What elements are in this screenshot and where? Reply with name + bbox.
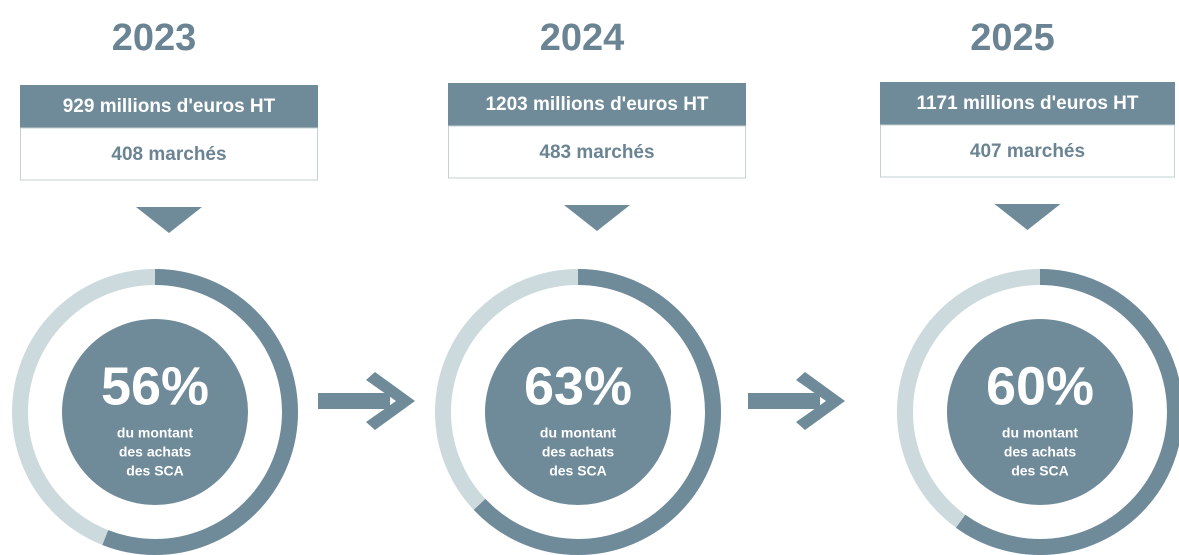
ring-value: [435, 269, 721, 555]
caption: des achats: [1004, 444, 1077, 460]
caption: du montant: [1002, 425, 1079, 441]
year: 2023: [112, 17, 197, 59]
panel: 2023 929 millions d'euros HT 408 marchés 56…: [12, 17, 318, 555]
year: 2025: [970, 17, 1055, 59]
caption: des achats: [542, 444, 615, 460]
markets: 483 marchés: [539, 142, 654, 163]
triangle: [994, 204, 1061, 230]
percent: 63%: [524, 356, 632, 416]
markets-box: [20, 127, 318, 181]
caption: des achats: [119, 444, 192, 460]
caption: du montant: [540, 425, 617, 441]
markets-box: [448, 125, 746, 179]
panel: 2025 1171 millions d'euros HT 407 marchés 6…: [880, 17, 1179, 555]
arrow: [318, 372, 415, 430]
ring-value: [897, 269, 1179, 555]
caption: des SCA: [549, 463, 607, 479]
triangle: [564, 205, 630, 231]
triangle: [136, 207, 202, 233]
caption: des SCA: [126, 463, 184, 479]
markets: 408 marchés: [111, 144, 226, 165]
caption: des SCA: [1011, 463, 1069, 479]
amount: 1203 millions d'euros HT: [485, 94, 708, 115]
percent: 56%: [101, 356, 209, 416]
inner-circle: [485, 319, 671, 505]
inner-circle: [947, 319, 1133, 505]
amount: 1171 millions d'euros HT: [916, 93, 1138, 114]
inner-circle: [62, 319, 248, 505]
panel: 2024 1203 millions d'euros HT 483 marchés 6…: [435, 17, 746, 555]
ring-value: [12, 269, 298, 555]
caption: du montant: [117, 425, 194, 441]
amount-box: [880, 82, 1175, 125]
amount-box: [20, 85, 318, 128]
percent: 60%: [986, 356, 1094, 416]
year: 2024: [540, 17, 625, 59]
markets-box: [880, 124, 1175, 178]
markets: 407 marchés: [970, 141, 1085, 162]
amount: 929 millions d'euros HT: [63, 96, 276, 117]
amount-box: [448, 83, 746, 126]
arrow: [748, 372, 845, 430]
